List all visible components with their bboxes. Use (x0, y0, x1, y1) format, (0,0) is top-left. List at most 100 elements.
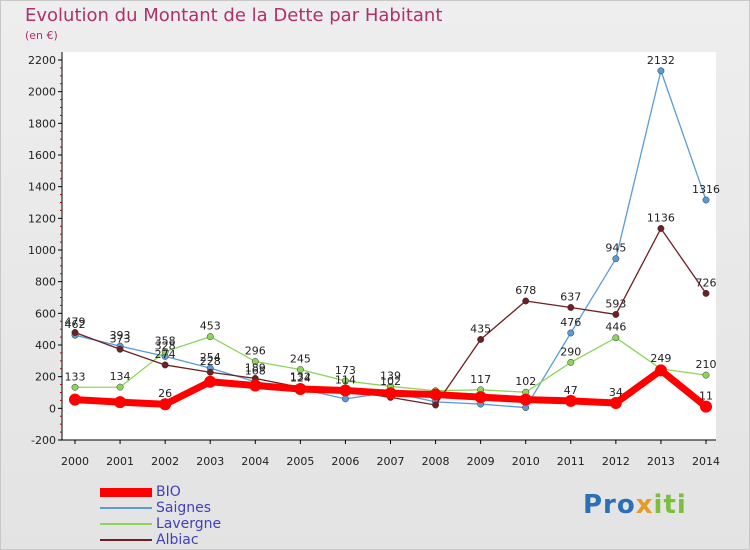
data-point-albiac (432, 401, 440, 409)
legend-item-bio: BIO (100, 484, 221, 500)
data-point-lavergne (161, 348, 169, 356)
data-label: 726 (696, 276, 717, 289)
x-tick-label: 2005 (286, 455, 314, 468)
x-tick-label: 2007 (377, 455, 405, 468)
data-label: 2132 (647, 54, 675, 67)
data-label: 102 (380, 375, 401, 388)
data-point-bio (384, 387, 397, 400)
data-label: 328 (155, 339, 176, 352)
legend-swatch (100, 539, 152, 541)
logo-part-2: x (635, 490, 654, 520)
data-point-lavergne (71, 383, 79, 391)
legend-label: BIO (156, 484, 181, 500)
data-point-bio (204, 375, 217, 388)
data-point-bio (294, 383, 307, 396)
chart-title: Evolution du Montant de la Dette par Hab… (25, 5, 443, 26)
data-label: 133 (65, 370, 86, 383)
legend-item-saignes: Saignes (100, 500, 221, 516)
legend-label: Lavergne (156, 516, 222, 532)
legend-item-albiac: Albiac (100, 532, 221, 548)
y-tick-label: 1000 (28, 244, 56, 257)
data-point-albiac (206, 368, 214, 376)
data-label: 393 (110, 329, 131, 342)
x-tick-label: 2013 (647, 455, 675, 468)
legend-swatch (100, 507, 152, 509)
y-tick-label: 1200 (28, 212, 56, 225)
data-label: 254 (200, 351, 221, 364)
data-point-lavergne (251, 358, 259, 365)
data-point-bio (429, 388, 442, 401)
data-label: 274 (155, 348, 176, 361)
data-point-albiac (612, 310, 620, 318)
logo-part-1: Pro (583, 490, 636, 520)
data-label: 593 (605, 297, 626, 310)
y-tick-label: 2000 (28, 86, 56, 99)
x-tick-label: 2000 (61, 455, 89, 468)
data-label: 124 (290, 372, 311, 385)
chart-unit: (en €) (25, 29, 58, 42)
y-tick-label: 800 (35, 276, 56, 289)
data-point-saignes (341, 395, 349, 403)
x-tick-label: 2008 (422, 455, 450, 468)
data-point-bio (654, 364, 667, 377)
data-label: 249 (650, 352, 671, 365)
data-label: 26 (158, 387, 172, 400)
x-tick-label: 2003 (196, 455, 224, 468)
data-point-lavergne (206, 333, 214, 341)
data-point-bio (339, 384, 352, 397)
data-point-bio (519, 393, 532, 406)
data-point-lavergne (341, 377, 349, 385)
data-point-albiac (116, 345, 124, 353)
x-tick-label: 2010 (512, 455, 540, 468)
y-tick-label: 400 (35, 339, 56, 352)
legend-label: Saignes (156, 500, 212, 516)
data-label: 678 (515, 284, 536, 297)
data-point-saignes (567, 329, 575, 337)
logo-part-3: iti (653, 490, 687, 520)
data-label: 476 (560, 316, 581, 329)
proxiti-logo: Proxiti (583, 490, 687, 520)
data-point-albiac (477, 336, 485, 343)
data-label: 358 (155, 335, 176, 348)
legend: BIO Saignes Lavergne Albiac (100, 484, 221, 548)
data-label: 1316 (692, 183, 720, 196)
y-tick-label: -200 (31, 434, 56, 447)
data-point-bio (249, 379, 262, 392)
y-tick-label: 1600 (28, 149, 56, 162)
data-point-saignes (657, 67, 665, 75)
data-label: 245 (290, 353, 311, 366)
x-tick-label: 2001 (106, 455, 134, 468)
data-label: 479 (65, 315, 86, 328)
plot-area (62, 52, 716, 440)
data-label: 102 (515, 375, 536, 388)
data-label: 637 (560, 290, 581, 303)
data-label: 453 (200, 320, 221, 333)
legend-swatch (100, 487, 152, 497)
data-point-bio (700, 400, 712, 413)
data-label: 290 (560, 345, 581, 358)
data-point-lavergne (612, 334, 620, 342)
data-label: 114 (335, 373, 356, 386)
data-point-bio (159, 398, 172, 411)
data-point-albiac (522, 297, 530, 305)
data-label: 132 (290, 370, 311, 383)
x-tick-label: 2006 (331, 455, 359, 468)
y-tick-label: 600 (35, 307, 56, 320)
data-label: 296 (245, 344, 266, 357)
data-point-bio (114, 396, 127, 409)
data-label: 47 (564, 384, 578, 397)
data-point-lavergne (116, 383, 124, 391)
data-label: 168 (245, 365, 266, 378)
y-tick-label: 2200 (28, 54, 56, 67)
y-tick-label: 1400 (28, 181, 56, 194)
data-label: 189 (245, 361, 266, 374)
data-label: 373 (110, 332, 131, 345)
legend-swatch (100, 523, 152, 525)
y-tick-label: 0 (49, 402, 56, 415)
data-point-albiac (567, 304, 575, 311)
data-label: 462 (65, 318, 86, 331)
data-label: 435 (470, 322, 491, 335)
y-tick-label: 1800 (28, 117, 56, 130)
legend-item-lavergne: Lavergne (100, 516, 221, 532)
